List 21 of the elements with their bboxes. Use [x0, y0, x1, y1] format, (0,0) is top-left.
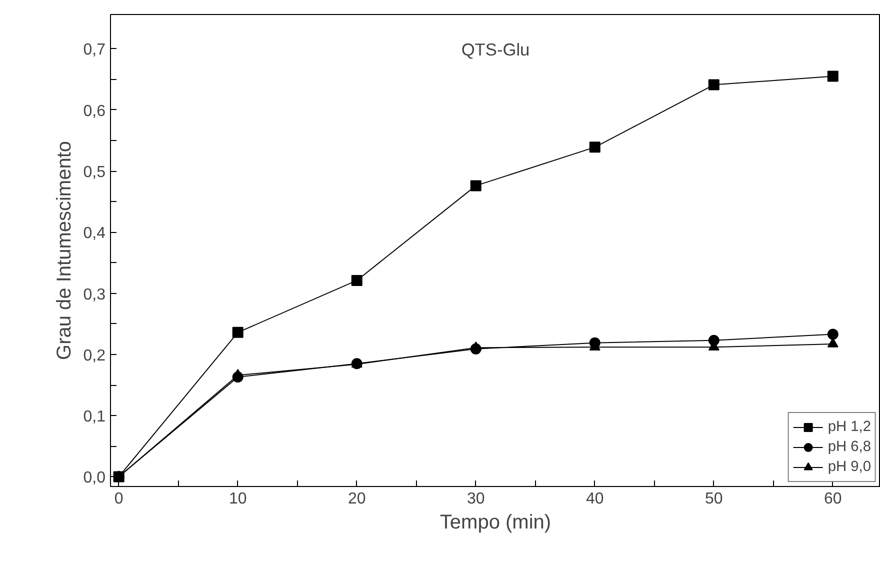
y-tick-label: 0,0	[83, 470, 106, 487]
x-tick-label: 20	[348, 490, 366, 508]
y-tick-label: 0,4	[83, 225, 106, 242]
x-tick-label: 40	[586, 490, 604, 508]
y-tick-label: 0,3	[83, 286, 106, 304]
y-tick-label: 0,7	[83, 42, 106, 59]
y-tick-label: 0,2	[83, 347, 106, 364]
x-tick-label: 0	[114, 490, 124, 508]
x-tick-label: 60	[824, 490, 842, 508]
y-tick-label: 0,6	[83, 102, 106, 120]
y-tick-label: 0,5	[83, 164, 106, 182]
x-axis-title: Tempo (min)	[440, 512, 552, 534]
text: QTS-Glu	[461, 40, 530, 60]
x-tick-label: 10	[228, 490, 247, 508]
x-tick-label: 50	[704, 490, 723, 508]
x-tick-label: 30	[466, 490, 485, 508]
y-axis-title: Grau de Intumescimento	[53, 140, 76, 360]
legend-label: pH 1,2	[828, 419, 871, 435]
legend-label: pH 9,0	[828, 459, 871, 475]
legend-label: pH 6,8	[828, 439, 871, 455]
y-tick-label: 0,1	[83, 408, 106, 426]
